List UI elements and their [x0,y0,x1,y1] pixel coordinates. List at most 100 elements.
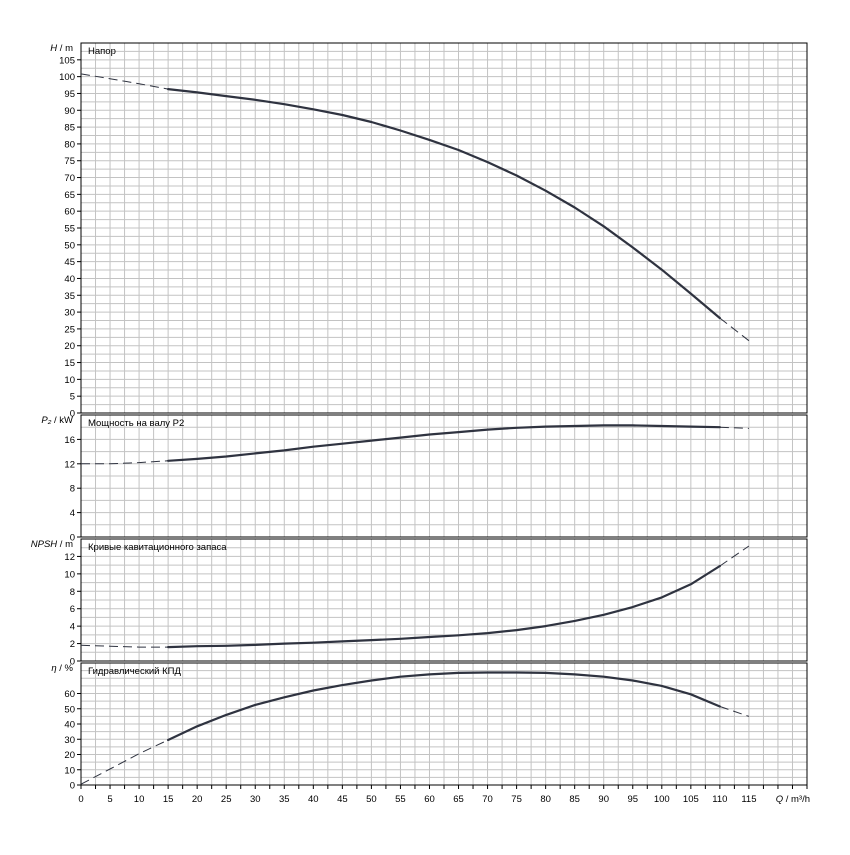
y-axis-label: P₂ / kW [41,415,73,426]
y-tick-label: 70 [64,173,75,184]
y-tick-label: 30 [64,735,75,746]
y-tick-label: 105 [59,55,75,66]
y-tick-label: 45 [64,257,75,268]
y-tick-label: 80 [64,139,75,150]
x-tick-label: 105 [683,794,699,805]
y-tick-label: 6 [70,604,75,615]
y-tick-label: 0 [70,657,75,668]
x-tick-label: 40 [308,794,319,805]
x-tick-label: 55 [395,794,406,805]
x-tick-label: 110 [712,794,727,805]
x-tick-label: 5 [107,794,112,805]
y-axis-unit: / m [57,539,73,550]
curve-extrapolated-end [719,426,749,429]
x-tick-label: 60 [424,794,435,805]
x-tick-label: 70 [482,794,493,805]
panel-efficiency: 0 10 20 30 40 50 60 η / % Гидравлический КПД [51,662,808,792]
curve-extrapolated-start [80,739,169,785]
x-tick-label: 65 [453,794,464,805]
y-tick-label: 8 [70,587,75,598]
y-tick-label: 75 [64,156,75,167]
y-tick-label: 20 [64,341,75,352]
panel-head: 0 5 10 15 20 25 30 35 40 45 50 55 60 65 70 75 80 85 90 95 10… [50,42,808,420]
y-axis-unit: / m [57,43,73,54]
x-tick-label: 85 [569,794,580,805]
y-tick-label: 90 [64,106,75,117]
y-tick-label: 50 [64,240,75,251]
y-tick-label: 95 [64,89,75,100]
y-tick-label: 0 [70,409,75,420]
y-tick-label: 5 [70,392,75,403]
y-tick-label: 12 [64,459,75,470]
y-axis-symbol: NPSH [31,539,58,550]
panel-npsh: 0 2 4 6 8 10 12 NPSH / m Кривые кавитационного з… [31,538,808,668]
panel-frame [80,414,808,538]
y-tick-label: 0 [70,533,75,544]
x-tick-label: 90 [598,794,609,805]
curve-extrapolated-start [81,460,169,465]
y-axis-symbol: H [50,43,57,54]
curve-operating-range [167,671,722,742]
y-tick-label: 25 [64,324,75,335]
y-axis-label: H / m [50,43,73,54]
y-tick-label: 15 [64,358,75,369]
y-tick-label: 20 [64,750,75,761]
curve-extrapolated-start [80,644,169,648]
panel-title: Напор [88,46,116,57]
y-tick-label: 10 [64,569,75,580]
y-tick-label: 2 [70,639,75,650]
curve-operating-range [167,87,722,320]
x-tick-label: 45 [337,794,348,805]
x-tick-label: 115 [741,794,756,805]
x-tick-label: 80 [540,794,551,805]
x-tick-label: 30 [250,794,261,805]
curve-extrapolated-end [719,706,750,717]
y-tick-label: 4 [70,622,75,633]
y-tick-label: 85 [64,123,75,134]
x-tick-label: 25 [221,794,232,805]
curve-operating-range [167,424,722,462]
x-axis-label: Q / m³/h [776,794,810,805]
curve-operating-range [167,564,722,649]
y-tick-label: 50 [64,704,75,715]
curve-extrapolated-end [719,317,750,342]
x-axis-symbol: Q [776,794,784,805]
y-axis-symbol: P₂ [41,415,51,426]
x-tick-label: 100 [654,794,670,805]
panel-power: 0 4 8 12 16 P₂ / kW Мощность на валу P2 [41,414,808,544]
y-tick-label: 12 [64,552,75,563]
x-tick-label: 95 [627,794,638,805]
x-axis-unit: / m³/h [783,794,810,805]
y-tick-label: 40 [64,720,75,731]
y-tick-label: 100 [59,72,75,83]
y-tick-label: 0 [70,781,75,792]
y-tick-label: 35 [64,291,75,302]
y-axis-label: NPSH / m [31,539,73,550]
y-tick-label: 40 [64,274,75,285]
y-tick-label: 30 [64,308,75,319]
x-tick-label: 15 [163,794,174,805]
y-tick-label: 4 [70,508,75,519]
y-axis-symbol: η [51,663,56,674]
curve-extrapolated-start [80,73,169,90]
y-tick-label: 65 [64,190,75,201]
panel-frame [80,538,808,662]
x-tick-label: 50 [366,794,377,805]
x-axis: 0 5 10 15 20 25 30 35 40 45 50 55 60 65 70 75 80 85 90 95 10… [78,785,810,805]
y-tick-label: 10 [64,765,75,776]
y-axis-unit: / % [57,663,74,674]
y-axis-unit: / kW [51,415,73,426]
y-axis-label: η / % [51,663,73,674]
x-tick-label: 0 [78,794,83,805]
y-tick-label: 16 [64,435,75,446]
y-tick-label: 60 [64,207,75,218]
y-tick-label: 10 [64,375,75,386]
panel-title: Кривые кавитационного запаса [88,542,227,553]
y-tick-label: 55 [64,224,75,235]
panel-title: Гидравлический КПД [88,666,181,677]
x-tick-label: 35 [279,794,290,805]
x-tick-label: 20 [192,794,203,805]
x-tick-label: 10 [134,794,145,805]
